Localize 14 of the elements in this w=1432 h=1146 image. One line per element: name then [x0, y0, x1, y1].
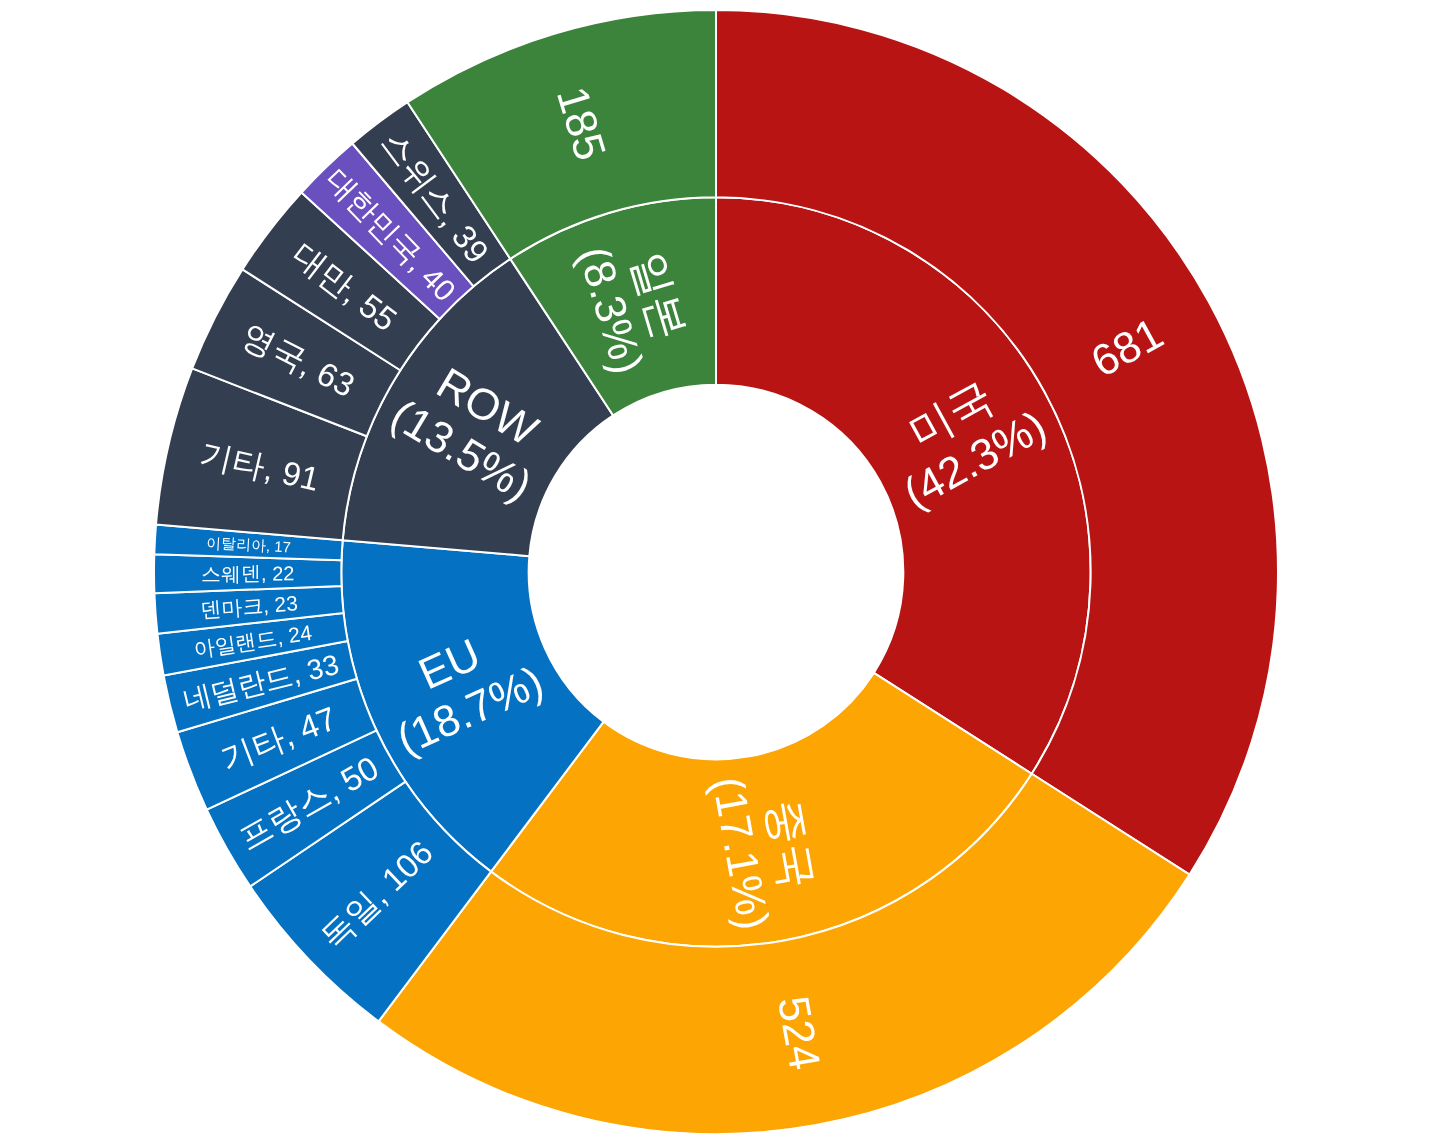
data-label: 185: [547, 81, 616, 166]
slice-label: 네덜란드: [179, 658, 296, 717]
slice-label: 이탈리아: [205, 534, 267, 555]
slice-label: 덴마크: [199, 593, 264, 622]
slice-label: 중국 (17.1%): [703, 772, 823, 934]
data-label: , 23: [262, 591, 299, 617]
data-label: , 22: [261, 562, 295, 585]
data-label: , 17: [265, 538, 292, 556]
data-label: 681: [1082, 307, 1171, 387]
slice-label: 스웨덴: [201, 562, 262, 585]
data-label: 524: [768, 992, 831, 1074]
slice-label: 일본 (8.3%): [569, 240, 696, 380]
slice-label: 아일랜드: [192, 625, 279, 661]
slice-label: 기타: [215, 719, 290, 778]
